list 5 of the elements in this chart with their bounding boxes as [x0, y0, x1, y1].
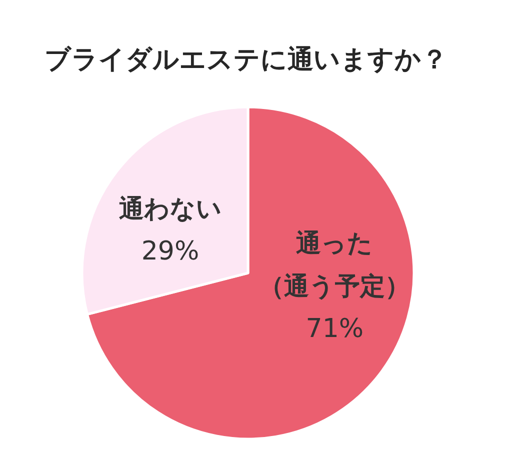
chart-title: ブライダルエステに通いますか？: [44, 45, 448, 75]
data-label: 71%: [306, 314, 364, 344]
data-label: 29%: [141, 236, 200, 266]
slice-label: 通った（通う予定）: [259, 228, 410, 301]
slice-label: 通わない: [118, 194, 222, 223]
